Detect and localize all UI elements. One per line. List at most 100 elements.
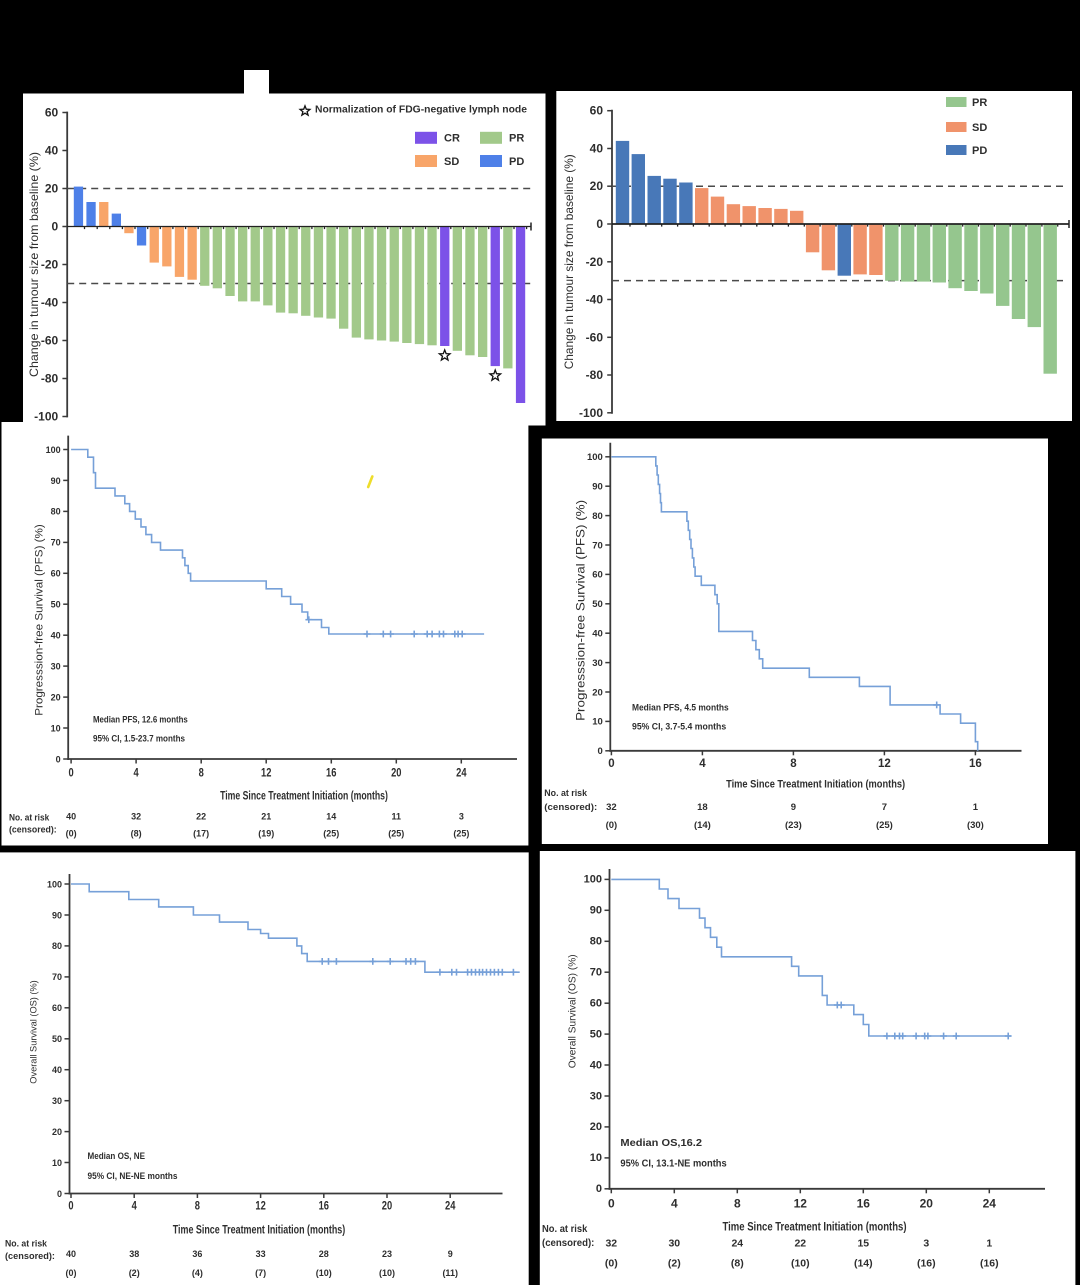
svg-text:-40: -40 bbox=[586, 293, 604, 307]
svg-text:-80: -80 bbox=[586, 368, 604, 382]
svg-text:(25): (25) bbox=[876, 820, 893, 831]
svg-text:38: 38 bbox=[129, 1249, 139, 1259]
svg-text:32: 32 bbox=[131, 812, 141, 822]
svg-text:60: 60 bbox=[592, 570, 603, 581]
svg-text:8: 8 bbox=[790, 758, 797, 770]
svg-text:12: 12 bbox=[255, 1199, 266, 1213]
svg-text:9: 9 bbox=[791, 802, 796, 813]
svg-text:30: 30 bbox=[592, 658, 603, 669]
svg-text:(17): (17) bbox=[193, 829, 209, 839]
svg-text:-60: -60 bbox=[41, 334, 59, 348]
svg-text:(censored):: (censored): bbox=[542, 1237, 594, 1249]
svg-text:12: 12 bbox=[794, 1197, 808, 1211]
svg-text:70: 70 bbox=[592, 540, 603, 551]
svg-text:33: 33 bbox=[256, 1249, 266, 1259]
svg-text:(2): (2) bbox=[129, 1268, 140, 1278]
svg-text:(25): (25) bbox=[453, 829, 469, 839]
svg-text:30: 30 bbox=[52, 1096, 62, 1106]
svg-text:60: 60 bbox=[590, 104, 604, 118]
svg-text:(2): (2) bbox=[668, 1258, 681, 1270]
svg-text:PD: PD bbox=[509, 156, 524, 168]
svg-text:60: 60 bbox=[52, 1003, 62, 1013]
svg-text:(25): (25) bbox=[388, 829, 404, 839]
svg-text:20: 20 bbox=[920, 1197, 934, 1211]
svg-text:Time Since Treatment Initiatio: Time Since Treatment Initiation (months) bbox=[723, 1222, 907, 1234]
svg-text:4: 4 bbox=[699, 758, 706, 770]
svg-text:(7): (7) bbox=[255, 1268, 266, 1278]
svg-text:-100: -100 bbox=[579, 406, 603, 420]
svg-text:60: 60 bbox=[590, 997, 602, 1009]
svg-text:30: 30 bbox=[51, 661, 61, 671]
svg-text:0: 0 bbox=[69, 766, 74, 780]
svg-text:0: 0 bbox=[596, 1183, 602, 1195]
svg-text:11: 11 bbox=[392, 812, 402, 822]
svg-text:15: 15 bbox=[857, 1238, 869, 1250]
svg-text:95% CI, 3.7-5.4 months: 95% CI, 3.7-5.4 months bbox=[632, 722, 726, 732]
svg-text:24: 24 bbox=[983, 1197, 997, 1211]
svg-text:PR: PR bbox=[509, 133, 524, 145]
svg-text:SD: SD bbox=[444, 156, 459, 168]
svg-text:(14): (14) bbox=[854, 1258, 873, 1270]
svg-text:(25): (25) bbox=[323, 829, 339, 839]
svg-text:0: 0 bbox=[608, 758, 614, 770]
svg-text:70: 70 bbox=[52, 972, 62, 982]
svg-text:No. at risk: No. at risk bbox=[544, 788, 587, 799]
svg-text:8: 8 bbox=[195, 1199, 200, 1213]
svg-text:90: 90 bbox=[51, 476, 61, 486]
svg-text:(censored):: (censored): bbox=[5, 1251, 55, 1261]
svg-text:0: 0 bbox=[68, 1199, 73, 1213]
svg-text:Overall Survival (OS) (%): Overall Survival (OS) (%) bbox=[567, 954, 579, 1068]
svg-text:No. at risk: No. at risk bbox=[542, 1223, 587, 1235]
svg-text:60: 60 bbox=[51, 569, 61, 579]
svg-text:22: 22 bbox=[196, 812, 206, 822]
svg-text:20: 20 bbox=[590, 179, 604, 193]
svg-text:Progresssion-free Survival (PF: Progresssion-free Survival (PFS) (%) bbox=[34, 524, 46, 716]
svg-text:Progresssion-free Survival (PF: Progresssion-free Survival (PFS) (%) bbox=[574, 500, 588, 721]
svg-text:(11): (11) bbox=[442, 1268, 458, 1278]
svg-text:90: 90 bbox=[590, 905, 602, 917]
svg-text:40: 40 bbox=[590, 141, 604, 155]
svg-text:Median PFS, 12.6 months: Median PFS, 12.6 months bbox=[93, 714, 188, 724]
svg-text:95% CI, NE-NE months: 95% CI, NE-NE months bbox=[88, 1171, 178, 1181]
svg-text:100: 100 bbox=[587, 452, 603, 463]
svg-text:50: 50 bbox=[51, 600, 61, 610]
svg-text:36: 36 bbox=[192, 1249, 202, 1259]
svg-text:No. at risk: No. at risk bbox=[5, 1239, 48, 1249]
svg-text:(10): (10) bbox=[791, 1258, 810, 1270]
svg-text:Time Since Treatment Initiatio: Time Since Treatment Initiation (months) bbox=[173, 1225, 346, 1237]
svg-text:0: 0 bbox=[56, 754, 61, 764]
svg-text:-80: -80 bbox=[41, 372, 59, 386]
svg-text:Normalization of FDG-negative: Normalization of FDG-negative lymph node bbox=[315, 104, 527, 116]
svg-text:20: 20 bbox=[45, 182, 59, 196]
svg-text:10: 10 bbox=[592, 717, 603, 728]
svg-text:-100: -100 bbox=[34, 410, 58, 424]
svg-text:(16): (16) bbox=[980, 1258, 999, 1270]
svg-text:20: 20 bbox=[382, 1199, 393, 1213]
svg-text:50: 50 bbox=[592, 599, 603, 610]
svg-text:20: 20 bbox=[52, 1127, 62, 1137]
svg-text:30: 30 bbox=[668, 1238, 680, 1250]
svg-text:40: 40 bbox=[592, 629, 603, 640]
svg-text:CR: CR bbox=[444, 133, 460, 145]
svg-text:22: 22 bbox=[794, 1238, 806, 1250]
svg-text:21: 21 bbox=[261, 812, 271, 822]
svg-text:7: 7 bbox=[882, 802, 887, 813]
svg-text:32: 32 bbox=[605, 1238, 617, 1250]
svg-text:3: 3 bbox=[459, 812, 464, 822]
svg-text:20: 20 bbox=[592, 687, 603, 698]
svg-text:(0): (0) bbox=[66, 1268, 77, 1278]
svg-text:24: 24 bbox=[456, 766, 467, 780]
svg-text:50: 50 bbox=[52, 1034, 62, 1044]
svg-text:40: 40 bbox=[51, 631, 61, 641]
svg-text:(19): (19) bbox=[258, 829, 274, 839]
svg-text:80: 80 bbox=[590, 936, 602, 948]
svg-text:80: 80 bbox=[52, 941, 62, 951]
svg-text:60: 60 bbox=[45, 106, 59, 120]
svg-text:(30): (30) bbox=[967, 820, 984, 831]
svg-text:(8): (8) bbox=[131, 829, 142, 839]
svg-text:-20: -20 bbox=[41, 258, 59, 272]
svg-text:14: 14 bbox=[326, 812, 336, 822]
svg-text:100: 100 bbox=[46, 445, 61, 455]
svg-text:SD: SD bbox=[972, 122, 987, 134]
svg-text:4: 4 bbox=[132, 1199, 137, 1213]
